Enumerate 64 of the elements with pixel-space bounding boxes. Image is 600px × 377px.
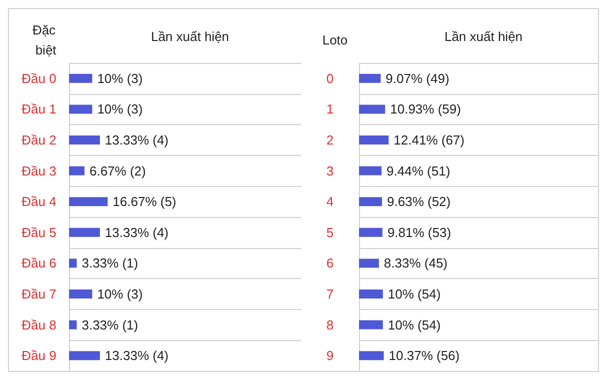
y-tick-label: Đầu 9 [22, 348, 56, 364]
data-label: 9.07% (49) [386, 70, 450, 86]
y-tick-label: Đầu 2 [22, 132, 56, 148]
x-axis-title: Lần xuất hiện [444, 29, 523, 44]
y-tick-label: 7 [326, 286, 334, 302]
y-tick-label: 4 [326, 194, 334, 210]
bar [69, 351, 100, 360]
y-tick-label: 2 [326, 132, 334, 148]
data-label: 9.63% (52) [387, 194, 451, 210]
y-tick-label: 9 [326, 348, 334, 364]
data-label: 10% (3) [97, 286, 143, 302]
y-tick-label: Đầu 8 [22, 317, 56, 332]
y-tick-label: Đầu 1 [22, 102, 56, 117]
bar [359, 104, 386, 114]
data-label: 6.67% (2) [89, 163, 146, 178]
bar [69, 104, 92, 114]
data-label: 10.37% (56) [388, 348, 460, 364]
bar [359, 74, 381, 83]
y-tick-label: 6 [326, 256, 334, 271]
y-tick-label: Đầu 4 [22, 194, 56, 210]
bar [69, 197, 108, 206]
data-label: 8.33% (45) [384, 256, 448, 271]
data-label: 3.33% (1) [82, 317, 138, 332]
data-label: 10% (54) [388, 286, 441, 302]
bar [69, 228, 100, 237]
bar [359, 351, 384, 360]
y-tick-label: Đầu 3 [22, 163, 56, 178]
y-tick-label: 5 [326, 224, 334, 240]
y-axis-title: Đặc biệt [32, 22, 57, 58]
data-label: 9.81% (53) [387, 224, 452, 240]
x-axis-title: Lần xuất hiện [150, 29, 230, 44]
data-label: 10% (3) [97, 102, 143, 117]
data-label: 10% (54) [388, 317, 441, 332]
bar [69, 74, 92, 83]
bar [359, 228, 382, 237]
bar [359, 258, 379, 268]
bar [69, 136, 100, 144]
bar [359, 197, 382, 206]
data-label: 13.33% (4) [104, 132, 169, 148]
data-label: 9.44% (51) [386, 163, 450, 178]
y-tick-label: Đầu 5 [22, 224, 56, 240]
y-axis-title: Loto [322, 32, 348, 48]
data-label: 12.41% (67) [394, 132, 464, 148]
bar [69, 166, 84, 176]
data-label: 10% (3) [97, 70, 143, 86]
bar [359, 290, 383, 298]
bar [69, 258, 77, 268]
y-tick-label: 1 [326, 102, 334, 117]
y-tick-label: Đầu 0 [22, 70, 56, 86]
bar [359, 166, 382, 176]
bar [69, 320, 77, 330]
y-tick-label: 0 [326, 70, 334, 86]
y-tick-label: Đầu 7 [22, 286, 56, 302]
data-label: 13.33% (4) [104, 224, 169, 240]
data-label: 13.33% (4) [104, 348, 169, 364]
bar [69, 290, 92, 298]
y-tick-label: 8 [326, 317, 334, 332]
bar [359, 136, 389, 144]
data-label: 3.33% (1) [82, 256, 138, 271]
y-tick-label: 3 [326, 163, 334, 178]
data-label: 16.67% (5) [112, 194, 176, 210]
bar [359, 320, 383, 330]
y-tick-label: Đầu 6 [22, 256, 56, 271]
data-label: 10.93% (59) [390, 102, 461, 117]
